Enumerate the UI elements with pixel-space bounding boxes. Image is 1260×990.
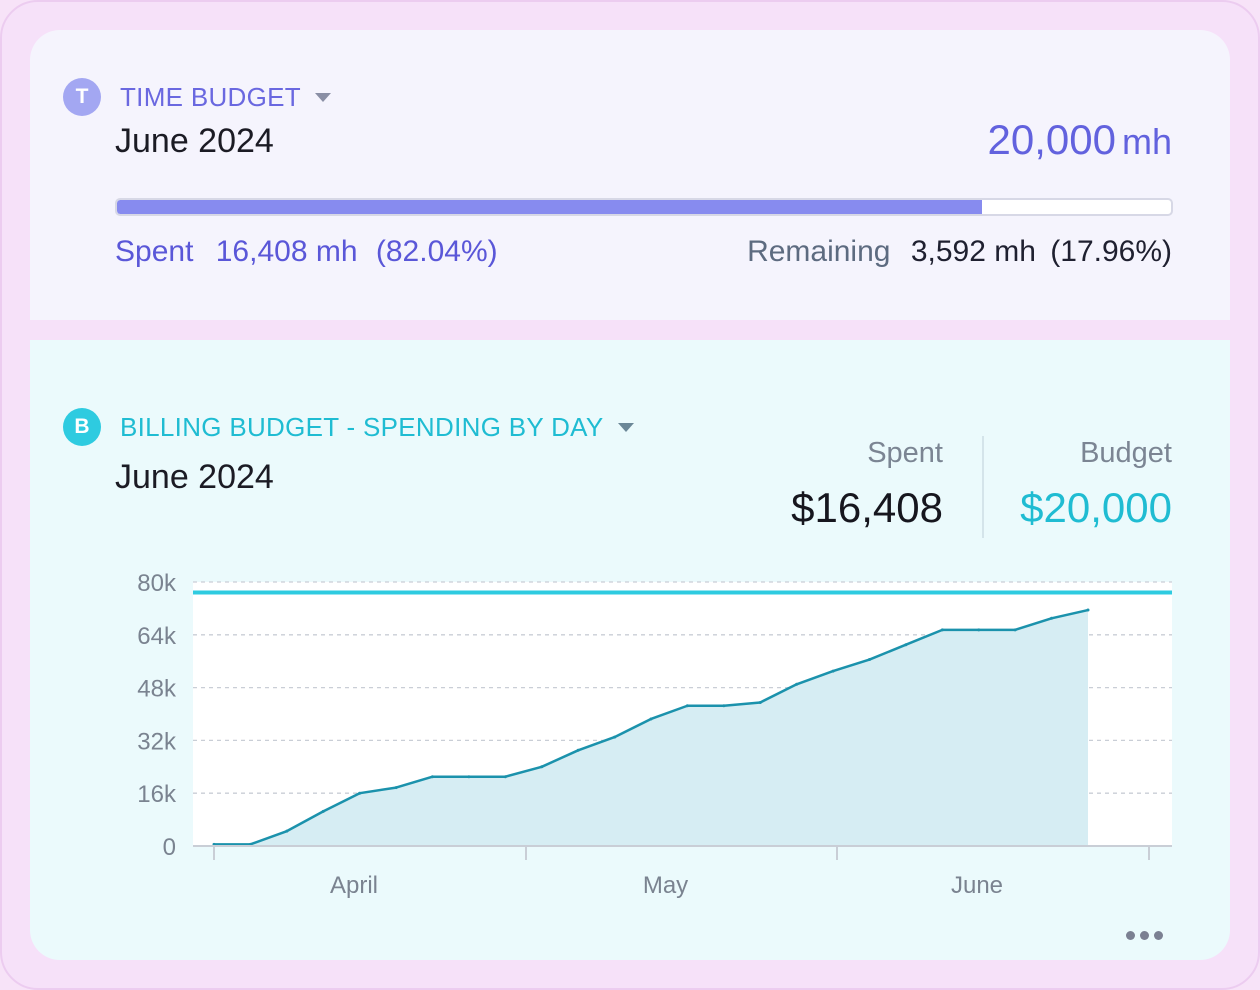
billing-spent-label: Spent	[867, 437, 943, 469]
time-budget-progress-fill	[117, 200, 982, 214]
spending-point	[1086, 608, 1090, 612]
y-tick-label: 32k	[137, 728, 177, 755]
spending-point	[613, 735, 617, 739]
time-budget-total-unit: mh	[1121, 121, 1172, 162]
time-budget-card: T TIME BUDGET June 2024 20,000 mh Spent 1…	[30, 30, 1230, 320]
spending-point	[904, 643, 908, 647]
more-dot	[1140, 931, 1149, 940]
spending-point	[795, 682, 799, 686]
y-tick-label: 48k	[137, 676, 177, 703]
time-budget-selector[interactable]: TIME BUDGET	[120, 82, 331, 113]
time-budget-period: June 2024	[115, 122, 274, 160]
chevron-down-icon	[617, 423, 634, 432]
spending-point	[649, 717, 653, 721]
spending-point	[722, 704, 726, 708]
spending-point	[1013, 628, 1017, 632]
more-horizontal-icon[interactable]	[1126, 931, 1163, 940]
spent-percent: (82.04%)	[375, 235, 498, 268]
billing-budget-value: $20,000	[1020, 484, 1172, 531]
spending-point	[394, 786, 398, 790]
chevron-down-icon	[314, 93, 331, 102]
billing-budget-selector[interactable]: BILLING BUDGET - SPENDING BY DAY	[120, 412, 634, 443]
spending-point	[358, 791, 362, 795]
time-budget-title: TIME BUDGET	[120, 82, 301, 112]
billing-spent-stat: Spent $16,408	[791, 437, 943, 532]
y-tick-label: 0	[163, 834, 176, 861]
billing-spent-value: $16,408	[791, 484, 943, 531]
remaining-value: 3,592 mh	[910, 235, 1036, 268]
spending-area	[214, 610, 1088, 846]
remaining-percent: (17.96%)	[1050, 235, 1172, 268]
time-budget-spent: Spent 16,408 mh (82.04%)	[115, 235, 498, 269]
spending-point	[467, 775, 471, 779]
billing-budget-period: June 2024	[115, 458, 274, 496]
spent-value: 16,408 mh	[215, 235, 358, 268]
spent-label: Spent	[115, 235, 194, 268]
x-tick-label: April	[330, 872, 378, 899]
x-tick-label: May	[643, 872, 688, 899]
y-tick-label: 16k	[137, 781, 177, 808]
time-budget-total: 20,000 mh	[988, 116, 1172, 164]
time-budget-remaining: Remaining 3,592 mh (17.96%)	[747, 235, 1172, 269]
billing-budget-title: BILLING BUDGET - SPENDING BY DAY	[120, 412, 604, 442]
billing-budget-badge: B	[63, 408, 101, 446]
spending-point	[1050, 616, 1054, 620]
x-tick-label: June	[951, 872, 1003, 899]
more-dot	[1126, 931, 1135, 940]
spending-point	[503, 775, 507, 779]
billing-budget-card: B BILLING BUDGET - SPENDING BY DAY June …	[30, 340, 1230, 960]
spending-point	[977, 628, 981, 632]
remaining-label: Remaining	[747, 235, 891, 268]
time-budget-badge: T	[63, 78, 101, 116]
stat-divider	[982, 436, 984, 538]
spending-point	[285, 829, 289, 833]
spending-point	[576, 748, 580, 752]
y-tick-label: 64k	[137, 623, 177, 650]
y-tick-label: 80k	[137, 570, 177, 597]
billing-budget-stat: Budget $20,000	[1020, 437, 1172, 532]
spending-point	[831, 669, 835, 673]
spending-point	[321, 809, 325, 813]
more-dot	[1154, 931, 1163, 940]
billing-budget-label: Budget	[1080, 437, 1172, 469]
spending-by-day-chart: 0 16k 32k 48k 64k 80k April May June	[137, 570, 1172, 899]
spending-point	[940, 628, 944, 632]
spending-point	[540, 765, 544, 769]
spending-point	[431, 775, 434, 779]
spending-point	[868, 658, 871, 662]
spending-point	[685, 704, 689, 708]
time-budget-progress-bar	[115, 198, 1173, 216]
spending-point	[758, 700, 762, 704]
time-budget-total-value: 20,000	[987, 116, 1116, 163]
